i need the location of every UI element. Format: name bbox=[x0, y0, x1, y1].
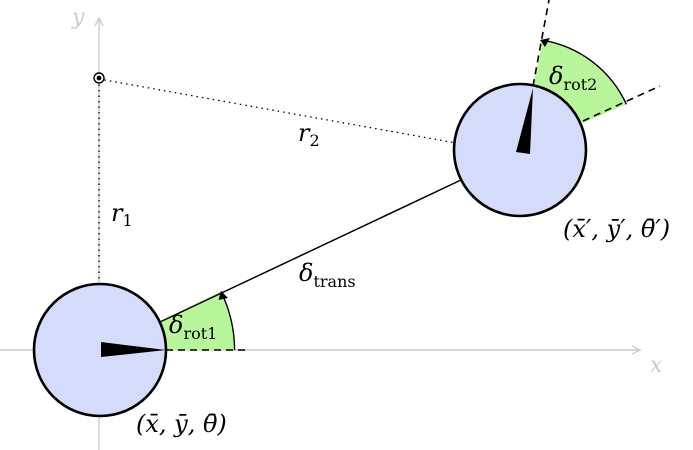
r1-label: r1 bbox=[111, 199, 133, 230]
delta-rot2-label: δrot2 bbox=[549, 62, 597, 94]
rot2-reference-dashed-line bbox=[582, 85, 661, 122]
delta-trans-label: δtrans bbox=[299, 259, 356, 291]
delta-rot1-label: δrot1 bbox=[169, 311, 217, 343]
dotted-circle-icon bbox=[93, 72, 105, 84]
trans-line bbox=[159, 179, 462, 323]
rot2-arrowhead bbox=[540, 38, 550, 47]
y-axis-label: y bbox=[71, 5, 85, 30]
pose-end-label: (x̄′, ȳ′, θ̄′) bbox=[563, 215, 670, 243]
r2-label: r2 bbox=[298, 119, 320, 150]
heading-wedge-icon bbox=[516, 88, 533, 154]
heading-wedge-icon bbox=[101, 342, 166, 357]
rot2-angle-arc bbox=[542, 39, 628, 105]
r2-dotted-line bbox=[98, 78, 457, 144]
pose-start-label: (x̄, ȳ, θ̄) bbox=[136, 410, 227, 438]
end-heading-dashed-line bbox=[532, 0, 550, 87]
x-axis-label: x bbox=[650, 353, 663, 378]
